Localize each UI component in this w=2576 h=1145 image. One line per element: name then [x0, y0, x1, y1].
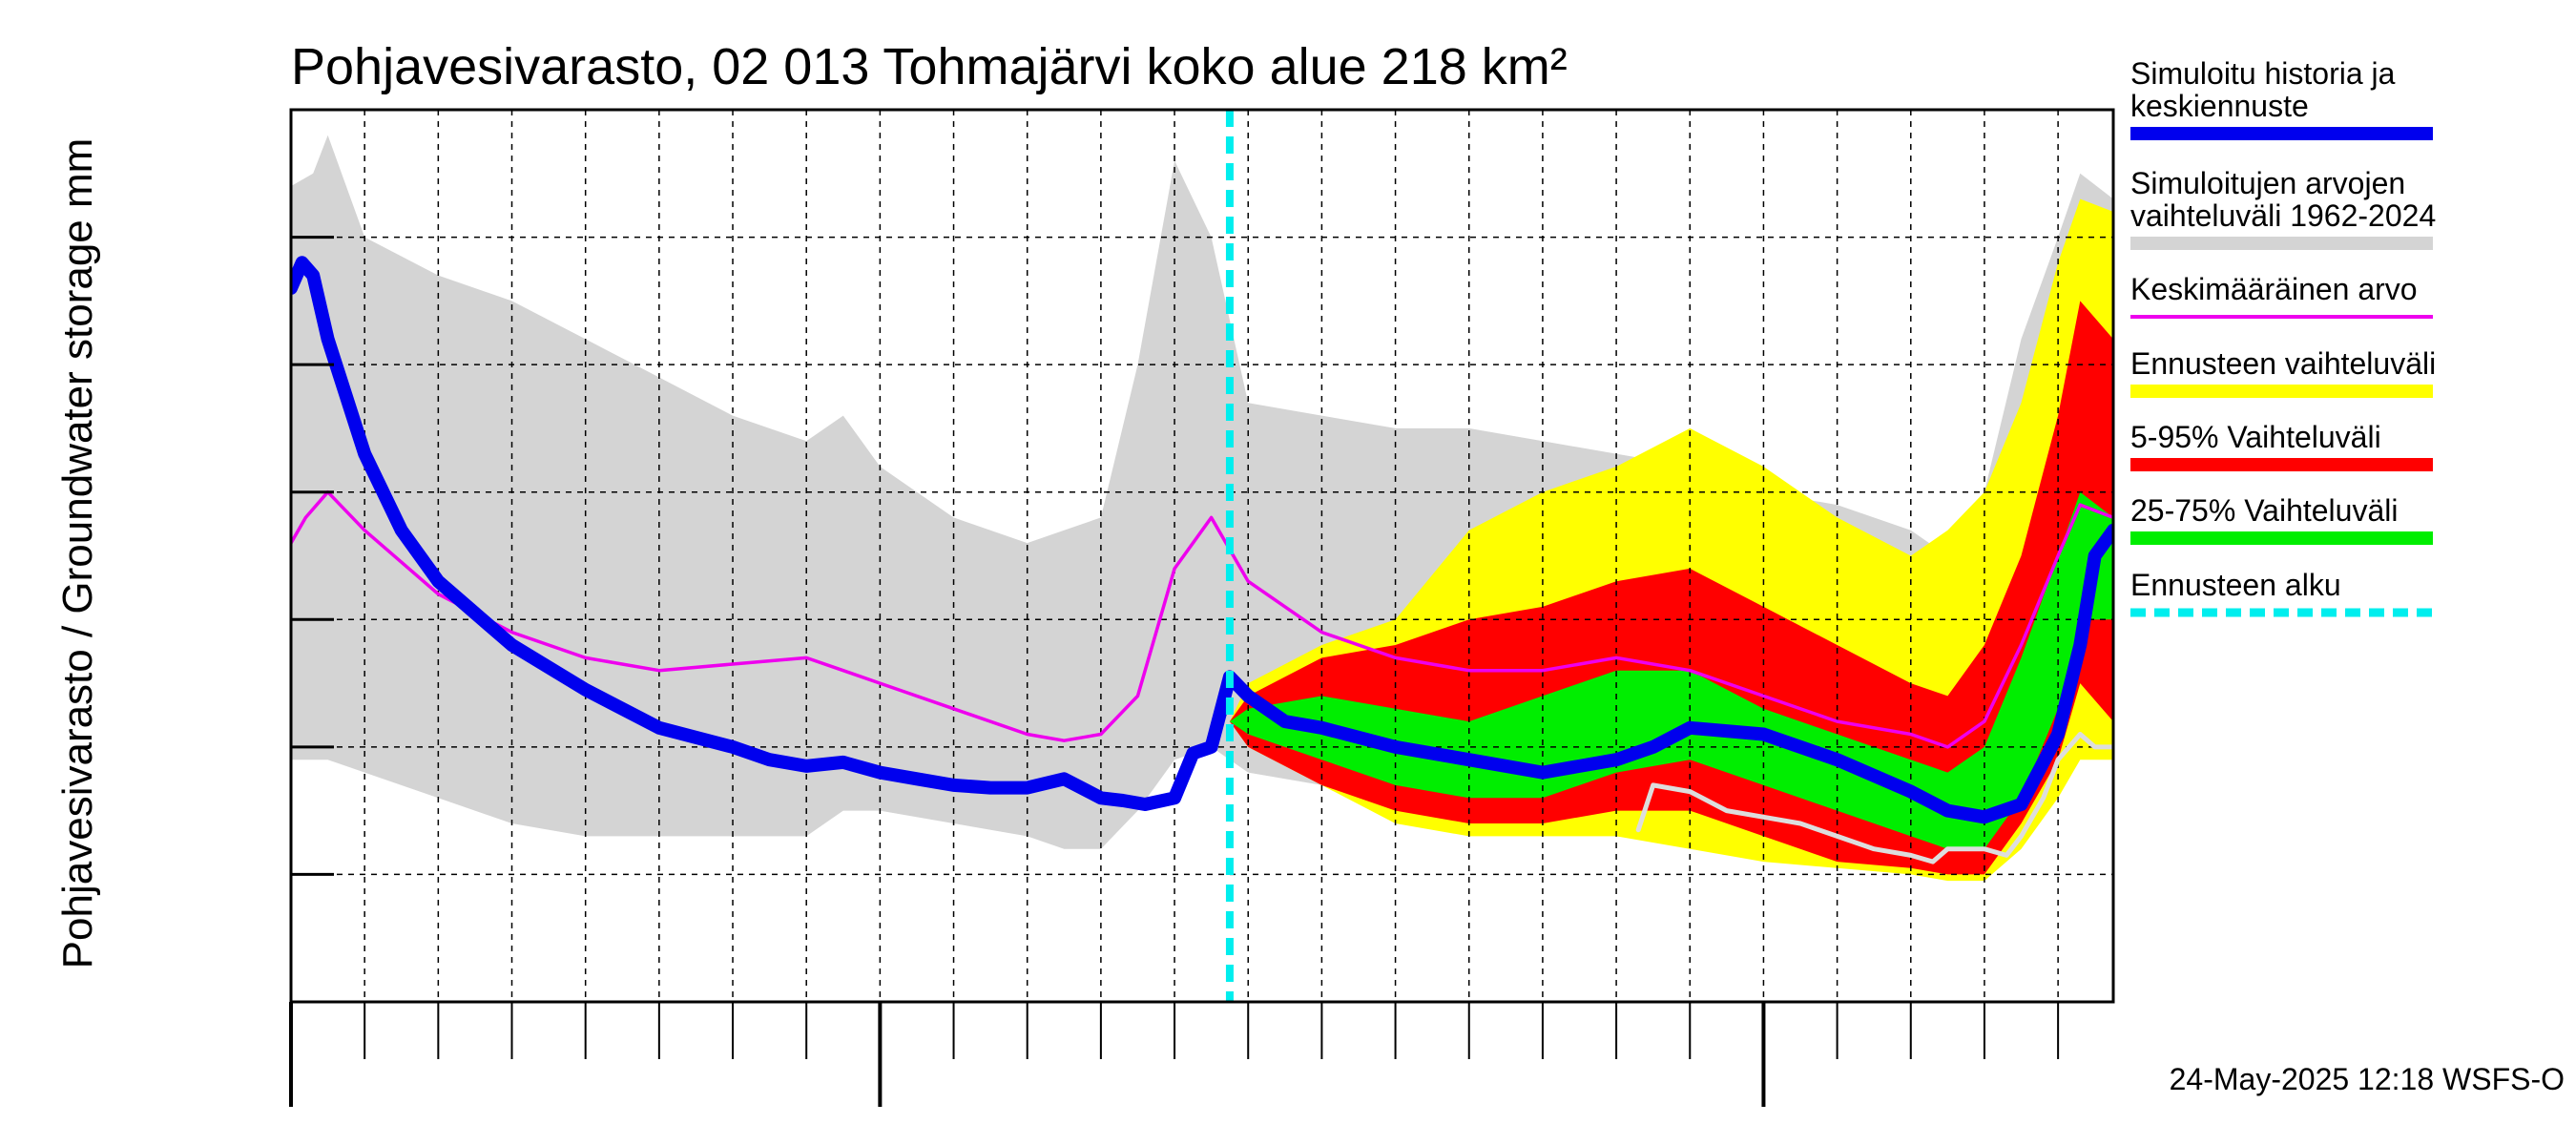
legend-label: Ennusteen vaihteluväli	[2130, 346, 2436, 381]
legend-label: Ennusteen alku	[2130, 568, 2341, 602]
chart-title: Pohjavesivarasto, 02 013 Tohmajärvi koko…	[291, 38, 1568, 95]
legend-label: 25-75% Vaihteluväli	[2130, 493, 2398, 528]
timestamp: 24-May-2025 12:18 WSFS-O	[2170, 1062, 2565, 1096]
legend-label: Simuloitu historia ja keskiennuste	[2130, 56, 2396, 123]
legend-label: Keskimääräinen arvo	[2130, 272, 2418, 306]
min-trace-line	[1635, 732, 2113, 864]
y-axis-label: Pohjavesivarasto / Groundwater storage m…	[54, 138, 101, 969]
legend-label: Simuloitujen arvojen vaihteluväli 1962-20…	[2130, 166, 2436, 233]
mean-line	[291, 489, 2113, 749]
plot-frame	[289, 108, 2115, 1004]
legend-label: 5-95% Vaihteluväli	[2130, 420, 2381, 454]
simulated-history-line	[291, 256, 2113, 824]
